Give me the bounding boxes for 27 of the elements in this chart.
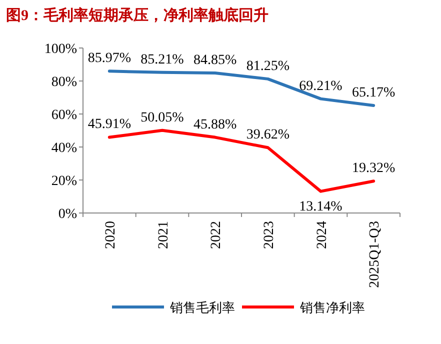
x-tick-label: 2024 (314, 221, 330, 249)
data-label: 85.97% (88, 51, 132, 66)
data-label: 19.32% (352, 161, 396, 176)
data-label: 39.62% (246, 128, 290, 143)
data-label: 84.85% (193, 53, 237, 68)
data-label: 45.91% (88, 117, 132, 132)
x-tick-label: 2025Q1-Q3 (368, 221, 383, 288)
data-label: 50.05% (140, 110, 184, 126)
y-tick-label: 80% (51, 75, 78, 90)
data-label: 85.21% (140, 52, 184, 68)
data-label: 65.17% (352, 85, 396, 100)
x-tick-label: 2022 (209, 221, 224, 249)
chart-title: 图9：毛利率短期承压，净利率触底回升 (6, 6, 268, 24)
x-tick-label: 2023 (262, 221, 277, 249)
y-tick-label: 40% (51, 141, 78, 156)
legend-label: 销售净利率 (299, 300, 365, 315)
y-tick-label: 60% (51, 108, 78, 123)
data-label: 69.21% (299, 78, 343, 94)
data-label: 45.88% (193, 117, 237, 132)
legend-label: 销售毛利率 (169, 300, 235, 315)
x-tick-label: 2021 (156, 221, 172, 249)
data-label: 81.25% (246, 58, 290, 74)
y-tick-label: 0% (58, 207, 78, 222)
y-tick-label: 20% (51, 174, 78, 189)
x-tick-label: 2020 (103, 221, 118, 249)
y-tick-label: 100% (44, 42, 78, 57)
data-label: 13.14% (299, 199, 343, 214)
